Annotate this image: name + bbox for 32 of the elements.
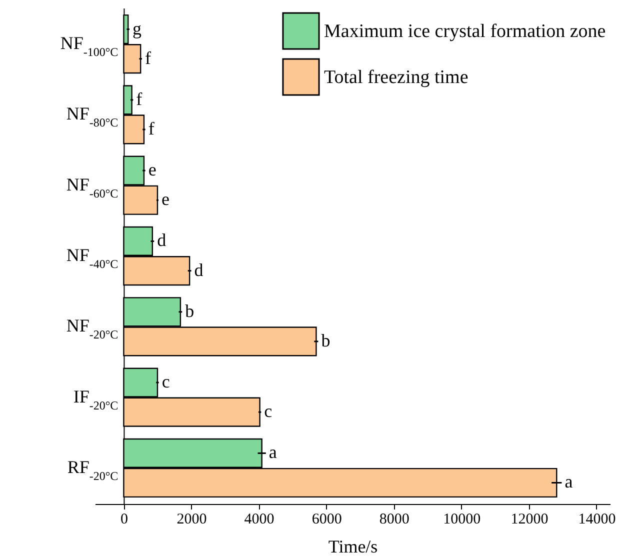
data-label: d [194, 260, 204, 280]
y-tick-label: NF$_{-60°C}$ [66, 174, 118, 200]
data-label: c [162, 372, 170, 392]
data-label: f [148, 118, 154, 138]
data-label: b [185, 300, 194, 321]
x-tick-label: 8000 [379, 512, 410, 528]
data-label: b [321, 330, 330, 350]
x-axis-title: Time/s [328, 536, 378, 556]
legend-label: Total freezing time [324, 67, 468, 88]
x-tick-label: 0 [120, 512, 128, 528]
y-tick-label: NF$_{-100°C}$ [60, 33, 118, 60]
data-label: e [161, 189, 170, 210]
data-label: g [132, 18, 142, 38]
y-tick-label: RF$_{-20°C}$ [67, 456, 118, 483]
data-label: e [148, 160, 156, 180]
data-label: a [268, 442, 277, 462]
y-tick-label: NF$_{-40°C}$ [66, 245, 118, 271]
data-label: f [136, 88, 142, 109]
data-label: f [144, 48, 151, 68]
data-label: d [157, 230, 166, 250]
x-tick-label: 6000 [312, 512, 342, 528]
y-tick-label: IF$_{-20°C}$ [73, 386, 118, 412]
x-tick-label: 12000 [510, 512, 548, 528]
legend-label: Maximum ice crystal formation zone [324, 21, 606, 42]
x-tick-label: 2000 [176, 512, 207, 528]
y-tick-label: NF$_{-80°C}$ [66, 104, 118, 130]
x-tick-label: 4000 [244, 512, 274, 528]
x-tick-label: 14000 [578, 512, 616, 528]
y-tick-label: NF$_{-20°C}$ [66, 316, 118, 342]
data-label: c [264, 401, 272, 422]
x-tick-label: 10000 [443, 512, 481, 528]
data-label: a [564, 472, 573, 492]
